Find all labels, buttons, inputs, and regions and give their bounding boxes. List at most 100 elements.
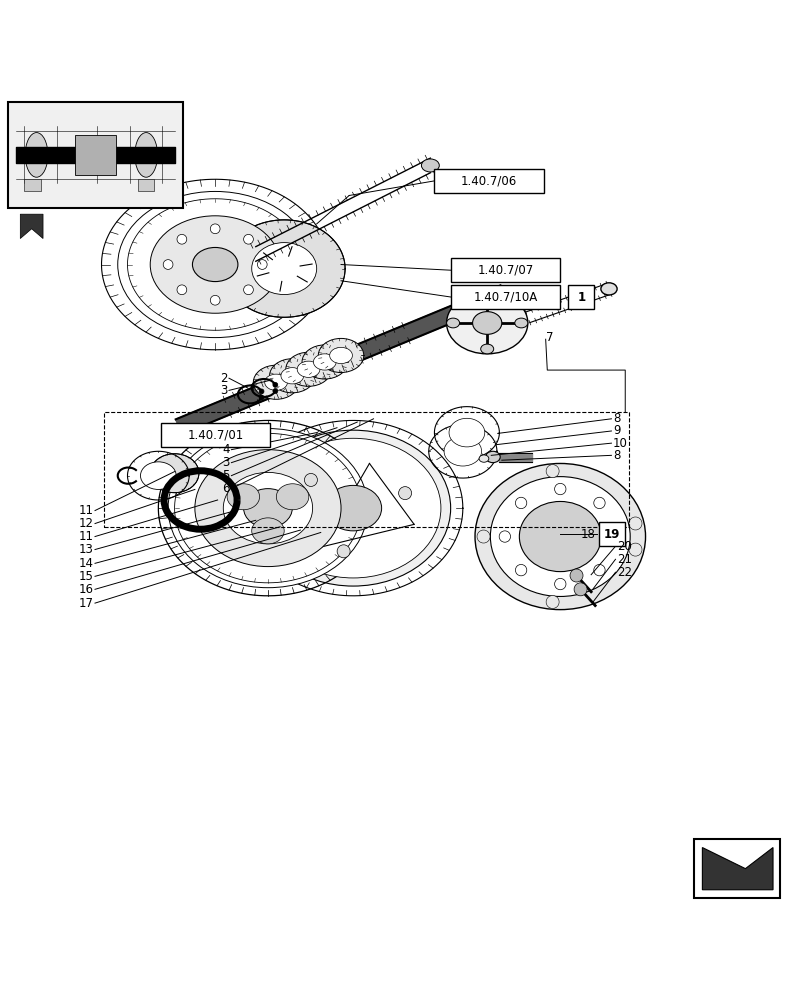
Text: 22: 22 (616, 566, 631, 579)
Circle shape (593, 564, 604, 576)
Ellipse shape (253, 365, 298, 399)
Circle shape (546, 465, 559, 478)
Text: 1.40.7/01: 1.40.7/01 (187, 429, 243, 442)
Circle shape (554, 483, 565, 495)
Text: 10: 10 (612, 437, 627, 450)
Circle shape (629, 517, 642, 530)
Ellipse shape (118, 191, 312, 338)
Polygon shape (20, 214, 43, 239)
Ellipse shape (485, 451, 500, 463)
Circle shape (210, 224, 220, 234)
Text: 1: 1 (577, 291, 585, 304)
Ellipse shape (600, 283, 616, 295)
Text: 1.40.7/07: 1.40.7/07 (477, 264, 533, 277)
Circle shape (569, 569, 582, 582)
Circle shape (546, 595, 559, 608)
Text: 15: 15 (79, 570, 93, 583)
Ellipse shape (223, 220, 345, 317)
Bar (8, 102, 182, 208)
Ellipse shape (192, 247, 238, 282)
Polygon shape (702, 848, 772, 890)
Ellipse shape (269, 359, 315, 393)
Circle shape (499, 531, 510, 542)
Ellipse shape (243, 489, 292, 528)
Ellipse shape (313, 354, 336, 370)
Text: 8: 8 (612, 449, 620, 462)
Circle shape (210, 295, 220, 305)
Ellipse shape (444, 437, 481, 466)
Bar (568, 285, 594, 309)
Ellipse shape (264, 374, 287, 390)
Text: 14: 14 (79, 557, 93, 570)
Ellipse shape (135, 133, 157, 177)
Ellipse shape (490, 477, 629, 596)
Circle shape (593, 497, 604, 509)
Text: 8: 8 (612, 412, 620, 425)
Bar (693, 839, 779, 898)
Circle shape (476, 530, 489, 543)
Circle shape (243, 234, 253, 244)
Circle shape (337, 545, 350, 558)
Text: 16: 16 (79, 583, 93, 596)
Ellipse shape (25, 133, 48, 177)
Text: 18: 18 (580, 528, 594, 541)
Ellipse shape (265, 438, 440, 578)
Circle shape (163, 260, 173, 269)
Ellipse shape (480, 292, 493, 302)
Text: 12: 12 (79, 517, 93, 530)
Ellipse shape (276, 484, 308, 510)
Ellipse shape (421, 159, 439, 172)
Text: 1.40.7/10A: 1.40.7/10A (473, 291, 537, 304)
Text: 2: 2 (220, 372, 227, 385)
Text: 13: 13 (79, 543, 93, 556)
Circle shape (259, 395, 264, 400)
Ellipse shape (329, 347, 352, 364)
Text: 5: 5 (222, 469, 230, 482)
Circle shape (515, 564, 526, 576)
Bar (434, 169, 543, 193)
Circle shape (304, 473, 317, 486)
Ellipse shape (223, 472, 312, 544)
Circle shape (177, 234, 187, 244)
Ellipse shape (318, 338, 363, 373)
Text: 7: 7 (545, 331, 552, 344)
Ellipse shape (519, 501, 600, 572)
Ellipse shape (324, 485, 381, 531)
Circle shape (177, 285, 187, 295)
Ellipse shape (195, 450, 341, 567)
Text: 4: 4 (222, 443, 230, 456)
Ellipse shape (251, 518, 284, 544)
Circle shape (272, 389, 277, 393)
Circle shape (243, 285, 253, 295)
Circle shape (573, 583, 586, 596)
Text: 3: 3 (220, 384, 227, 397)
Bar (450, 258, 560, 282)
Bar (104, 412, 629, 527)
Circle shape (398, 487, 411, 500)
Ellipse shape (150, 216, 280, 313)
Ellipse shape (514, 318, 527, 328)
Bar (138, 179, 154, 191)
Text: 11: 11 (79, 530, 93, 543)
Ellipse shape (478, 455, 488, 462)
Circle shape (629, 543, 642, 556)
Polygon shape (175, 285, 506, 434)
Circle shape (609, 531, 620, 542)
Circle shape (554, 578, 565, 590)
Bar (450, 285, 560, 309)
Ellipse shape (472, 312, 501, 334)
Text: 3: 3 (222, 456, 230, 469)
Ellipse shape (302, 345, 347, 379)
Bar (24, 179, 41, 191)
Text: 17: 17 (79, 597, 93, 610)
Circle shape (272, 382, 277, 387)
Ellipse shape (255, 430, 450, 586)
Text: 19: 19 (603, 528, 620, 541)
Ellipse shape (480, 344, 493, 354)
Ellipse shape (168, 429, 367, 588)
Ellipse shape (446, 318, 459, 328)
Bar (161, 423, 270, 447)
Text: 11: 11 (79, 504, 93, 517)
Ellipse shape (140, 462, 176, 489)
Text: 9: 9 (612, 424, 620, 437)
